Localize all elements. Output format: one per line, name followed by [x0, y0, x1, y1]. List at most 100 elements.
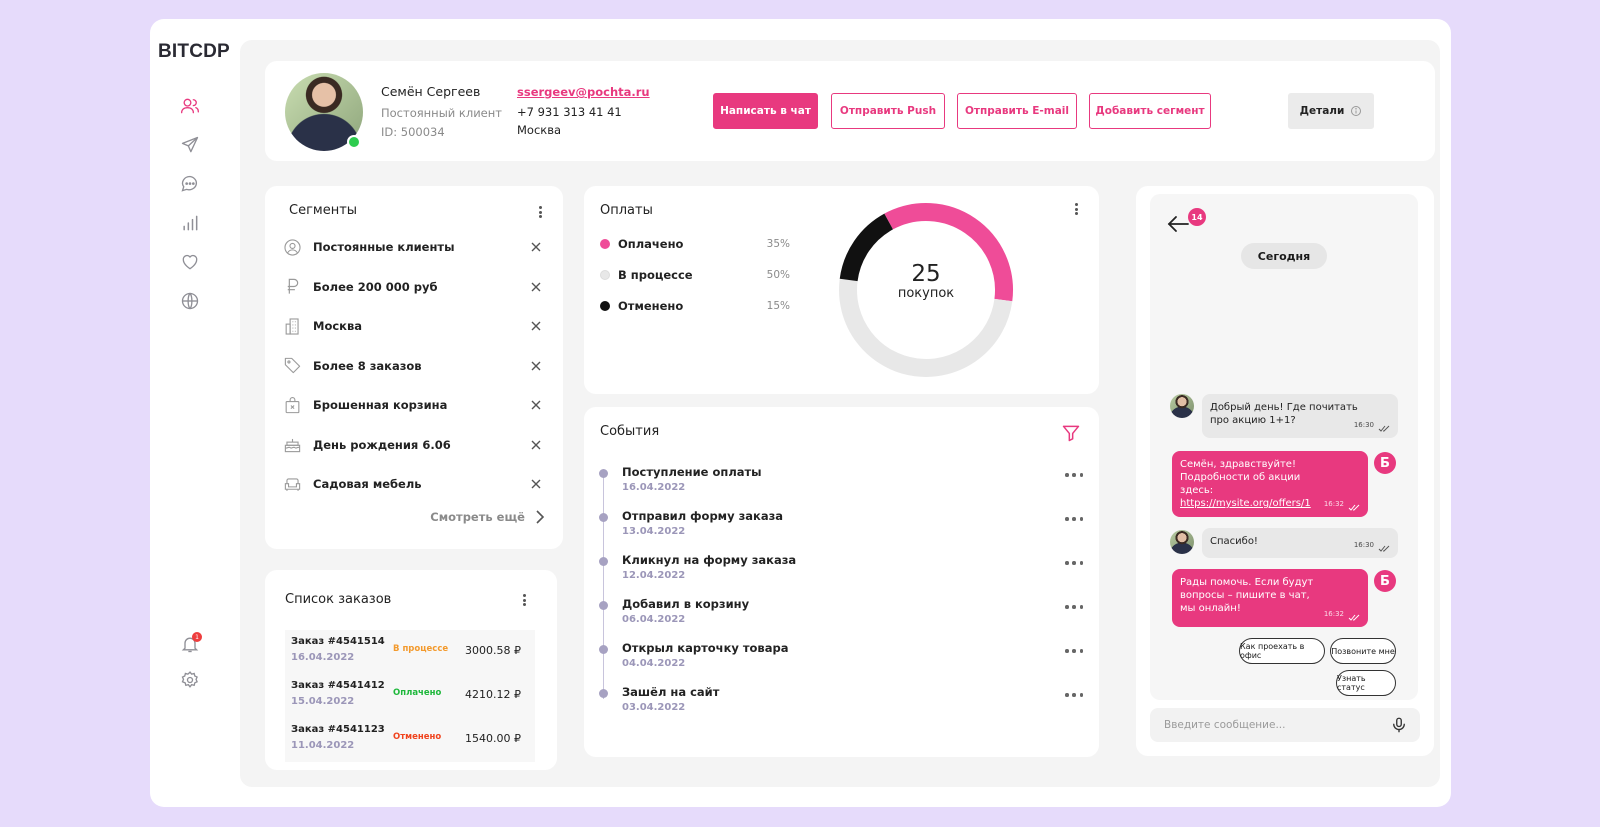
segment-item: Брошенная корзина: [281, 392, 543, 418]
event-more-icon[interactable]: [1065, 649, 1083, 655]
bell-icon[interactable]: 1: [178, 632, 202, 656]
segment-item: Более 8 заказов: [281, 353, 543, 379]
add-segment-button[interactable]: Добавить сегмент: [1089, 93, 1211, 129]
order-number: Заказ #4541514: [291, 636, 385, 647]
microphone-icon[interactable]: [1390, 716, 1408, 734]
timeline-dot: [599, 557, 608, 566]
orders-card: Список заказов Заказ #4541514 16.04.2022 В…: [265, 570, 557, 770]
events-title: События: [600, 424, 660, 439]
payments-menu-icon[interactable]: [1069, 201, 1083, 217]
order-date: 11.04.2022: [291, 740, 355, 751]
segment-item: День рождения 6.06: [281, 432, 543, 458]
order-row[interactable]: Заказ #4541514 16.04.2022 В процессе 3000.5…: [285, 630, 535, 674]
analytics-icon[interactable]: [178, 211, 202, 235]
timeline-line: [603, 475, 604, 699]
quick-reply-status[interactable]: Узнать статус: [1336, 670, 1396, 696]
event-more-icon[interactable]: [1065, 473, 1083, 479]
order-sum: 3000.58 ₽: [465, 644, 521, 657]
donut-slice-processing: [839, 278, 1013, 377]
orders-menu-icon[interactable]: [517, 592, 531, 608]
see-more-link[interactable]: Смотреть ещё: [430, 510, 545, 524]
order-date: 15.04.2022: [291, 696, 355, 707]
event-more-icon[interactable]: [1065, 561, 1083, 567]
segment-item: Более 200 000 руб: [281, 274, 543, 300]
event-title: Отправил форму заказа: [622, 509, 784, 523]
read-check-icon: [1348, 504, 1360, 511]
chat-icon[interactable]: [178, 172, 202, 196]
brand-avatar: Б: [1374, 452, 1396, 474]
payment-legend-item: Отменено 15%: [600, 298, 790, 314]
message-text: Рады помочь. Если будут вопросы – пишите…: [1180, 577, 1314, 614]
remove-segment-icon[interactable]: [529, 240, 543, 254]
filter-icon[interactable]: [1061, 423, 1081, 443]
bell-badge: 1: [192, 632, 202, 642]
users-icon[interactable]: [178, 94, 202, 118]
chat-panel: 14 Сегодня Добрый день! Где почитать про…: [1136, 186, 1434, 756]
event-more-icon[interactable]: [1065, 605, 1083, 611]
send-email-button[interactable]: Отправить E-mail: [957, 93, 1077, 129]
event-date: 13.04.2022: [622, 526, 686, 537]
message-time: 16:32: [1323, 500, 1344, 508]
client-avatar: [1170, 530, 1194, 554]
legend-label: Оплачено: [618, 237, 684, 251]
unread-badge: 14: [1188, 208, 1206, 226]
order-status: Отменено: [393, 732, 442, 742]
message-input-bar: [1150, 708, 1420, 742]
message-input[interactable]: [1164, 716, 1374, 734]
legend-percent: 50%: [766, 269, 790, 281]
remove-segment-icon[interactable]: [529, 280, 543, 294]
segment-label: Садовая мебель: [313, 477, 422, 491]
details-label: Детали: [1299, 105, 1345, 117]
legend-swatch: [600, 239, 610, 249]
remove-segment-icon[interactable]: [529, 438, 543, 452]
segments-card: Сегменты Постоянные клиенты Более 200 000…: [265, 186, 563, 549]
segment-label: Более 8 заказов: [313, 358, 422, 373]
order-row[interactable]: Заказ #4541412 15.04.2022 Оплачено 4210.12 …: [285, 674, 535, 718]
event-more-icon[interactable]: [1065, 517, 1083, 523]
send-push-button[interactable]: Отправить Push: [831, 93, 945, 129]
ruble-icon: [281, 276, 303, 298]
profile-status: Постоянный клиент: [381, 106, 502, 120]
remove-segment-icon[interactable]: [529, 319, 543, 333]
payments-title: Оплаты: [600, 203, 653, 218]
event-title: Поступление оплаты: [622, 465, 762, 479]
chat-message: Рады помочь. Если будут вопросы – пишите…: [1172, 569, 1368, 627]
event-title: Кликнул на форму заказа: [622, 553, 797, 567]
message-text: Спасибо!: [1210, 536, 1258, 547]
details-button[interactable]: Детали: [1288, 93, 1374, 129]
donut-total: 25: [911, 261, 941, 287]
remove-segment-icon[interactable]: [529, 477, 543, 491]
donut-center: 25 покупок: [836, 262, 1016, 301]
message-time: 16:30: [1353, 541, 1374, 549]
quick-reply-call-me[interactable]: Позвоните мне: [1330, 638, 1396, 664]
remove-segment-icon[interactable]: [529, 398, 543, 412]
back-arrow-icon[interactable]: [1166, 214, 1190, 234]
app-window: BITCDP 1 Семён Сергеев Постоянный клиент: [150, 19, 1451, 807]
legend-label: В процессе: [618, 268, 693, 282]
event-more-icon[interactable]: [1065, 693, 1083, 699]
order-number: Заказ #4541412: [291, 680, 385, 691]
globe-icon[interactable]: [178, 289, 202, 313]
heart-icon[interactable]: [178, 250, 202, 274]
quick-reply-directions[interactable]: Как проехать в офис: [1239, 638, 1325, 664]
read-check-icon: [1378, 425, 1390, 432]
segments-menu-icon[interactable]: [533, 204, 547, 220]
read-check-icon: [1378, 545, 1390, 552]
payments-card: Оплаты Оплачено 35% В процессе 50% Отменено 1…: [584, 186, 1099, 394]
order-number: Заказ #4541123: [291, 724, 385, 735]
chat-message: Спасибо! 16:30: [1202, 528, 1398, 558]
legend-percent: 15%: [766, 300, 790, 312]
profile-header: Семён Сергеев Постоянный клиент ID: 5000…: [265, 61, 1435, 161]
profile-email[interactable]: ssergeev@pochta.ru: [517, 85, 650, 99]
send-icon[interactable]: [178, 133, 202, 157]
orders-title: Список заказов: [285, 592, 392, 607]
cake-icon: [281, 434, 303, 456]
message-link[interactable]: https://mysite.org/offers/1: [1180, 498, 1311, 509]
profile-id: ID: 500034: [381, 125, 445, 139]
write-chat-button[interactable]: Написать в чат: [713, 93, 818, 129]
gear-icon[interactable]: [178, 668, 202, 692]
sofa-icon: [281, 473, 303, 495]
chat-history: 14 Сегодня Добрый день! Где почитать про…: [1150, 194, 1418, 700]
remove-segment-icon[interactable]: [529, 359, 543, 373]
order-row[interactable]: Заказ #4541123 11.04.2022 Отменено 1540.00 …: [285, 718, 535, 762]
